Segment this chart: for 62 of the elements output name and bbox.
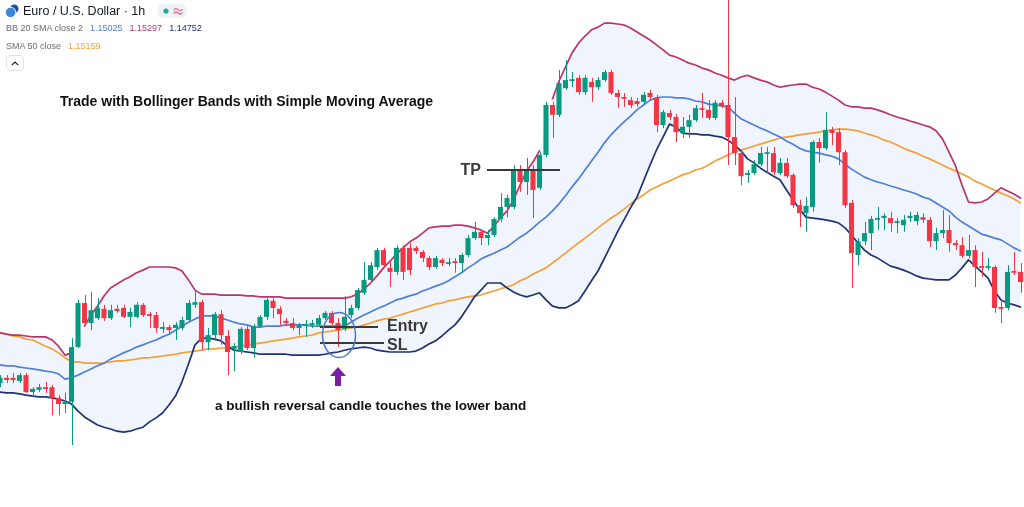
candlestick <box>738 149 744 186</box>
candlestick <box>523 157 530 196</box>
candlestick <box>575 74 582 96</box>
annotation: 1.15025 <box>90 23 123 33</box>
candlestick <box>796 199 803 228</box>
annotation: SL <box>387 335 408 355</box>
candlestick <box>263 297 270 321</box>
candlestick <box>465 234 471 258</box>
annotation: 1.14752 <box>169 23 202 33</box>
candlestick <box>224 329 231 376</box>
candlestick <box>673 113 679 143</box>
candlestick <box>770 146 777 176</box>
candlestick <box>959 236 965 259</box>
annotation: TP <box>460 160 481 180</box>
candlestick <box>946 214 952 253</box>
candlestick <box>270 297 276 319</box>
candlestick <box>530 164 536 219</box>
candlestick <box>582 74 588 96</box>
candlestick <box>244 325 250 351</box>
candlestick <box>861 221 868 246</box>
annotation: BB 20 SMA close 2 <box>6 23 84 33</box>
candlestick <box>211 311 218 339</box>
candlestick <box>712 99 718 121</box>
candlestick <box>81 294 88 327</box>
candlestick <box>822 111 829 151</box>
candlestick <box>608 69 614 96</box>
candlestick <box>926 216 933 248</box>
candlestick <box>816 137 822 164</box>
candlestick <box>387 261 393 288</box>
candlestick <box>55 394 62 416</box>
candlestick <box>517 164 523 193</box>
candlestick <box>23 372 29 394</box>
text: Trade with Bollinger Bands with Simple Moving Average <box>60 93 434 109</box>
annotation: SMA 50 close <box>6 41 62 51</box>
candlestick <box>491 216 497 238</box>
candlestick <box>965 234 972 259</box>
candlestick <box>218 309 224 346</box>
candlestick <box>705 99 712 121</box>
candlestick <box>699 92 705 119</box>
chart-subtitle: Euro / U.S. Dollar · 1h <box>23 4 146 18</box>
candlestick <box>614 89 621 109</box>
candlestick <box>205 327 211 351</box>
candlestick <box>933 227 939 251</box>
candlestick <box>276 305 283 326</box>
candlestick <box>686 114 692 139</box>
annotation: 1.15159 <box>68 41 101 51</box>
candlestick <box>731 96 738 166</box>
candlestick <box>458 252 465 274</box>
candlestick <box>887 211 894 233</box>
candlestick <box>380 247 387 269</box>
candlestick <box>679 116 686 139</box>
annotation: Entry <box>387 316 428 336</box>
candlestick <box>549 101 556 139</box>
annotation: a bullish reversal candle touches the lower band <box>215 397 527 415</box>
candlestick <box>62 392 68 414</box>
candlestick <box>855 237 861 266</box>
annotation: 1.15297 <box>129 23 163 33</box>
candlestick <box>250 323 257 359</box>
candlestick <box>660 109 666 129</box>
candlestick <box>497 192 504 223</box>
candlestick <box>588 77 595 103</box>
candlestick <box>939 209 946 239</box>
